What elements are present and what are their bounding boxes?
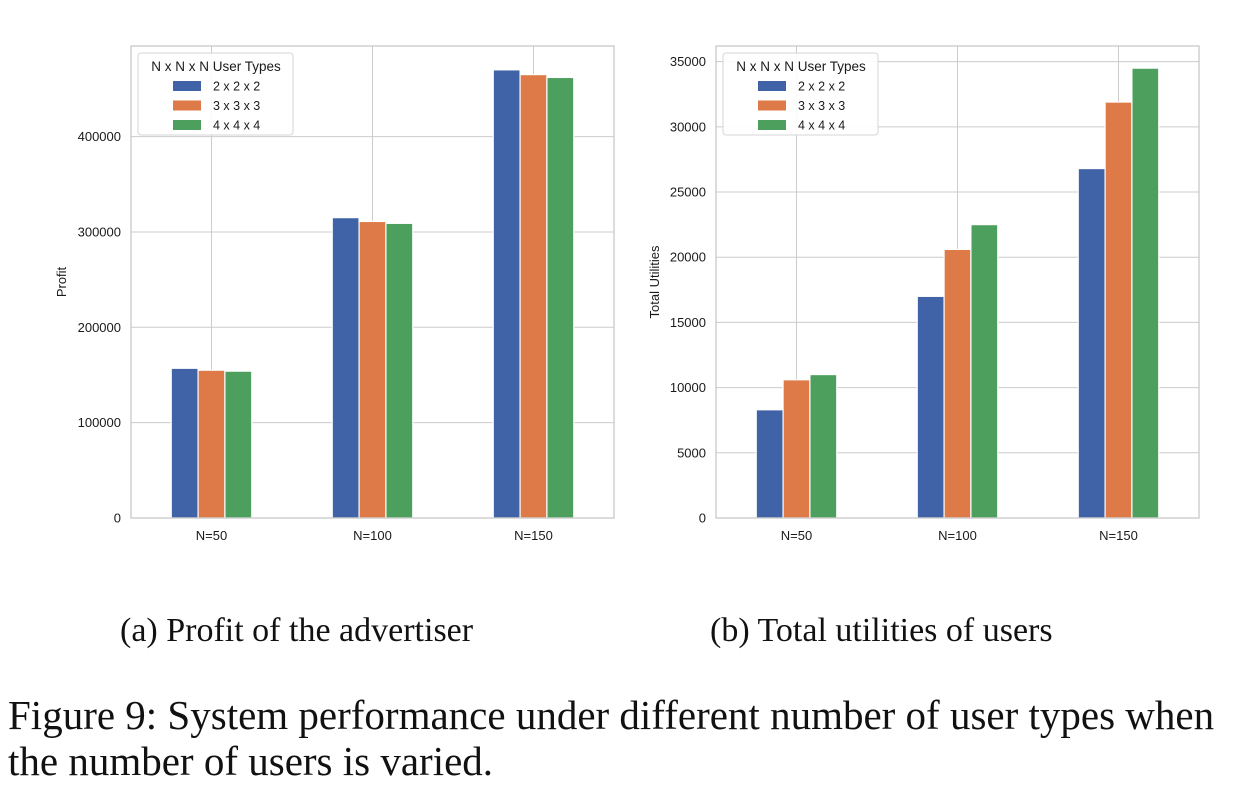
bar — [331, 217, 360, 519]
legend-label: 2 x 2 x 2 — [798, 80, 845, 94]
legend-swatch — [758, 100, 786, 111]
y-tick-label: 5000 — [677, 445, 706, 460]
y-tick-label: 0 — [699, 511, 706, 526]
legend-swatch — [758, 120, 786, 130]
y-tick-label: 300000 — [78, 224, 121, 239]
bar — [1077, 167, 1106, 519]
plot-frame — [715, 45, 1200, 519]
y-tick-label: 35000 — [670, 54, 706, 69]
bar — [519, 74, 548, 519]
y-tick-label: 20000 — [670, 250, 706, 265]
bar — [809, 373, 838, 519]
y-tick-label: 25000 — [670, 185, 706, 200]
plot-frame — [130, 45, 615, 519]
figure-caption: Figure 9: System performance under diffe… — [8, 692, 1215, 784]
x-tick-label: N=50 — [781, 528, 812, 543]
x-tick-label: N=100 — [938, 528, 977, 543]
y-tick-label: 100000 — [78, 415, 121, 430]
legend-title: N x N x N User Types — [151, 59, 281, 74]
legend-box — [722, 52, 879, 136]
legend-swatch — [173, 100, 201, 111]
y-tick-label: 30000 — [670, 119, 706, 134]
bar — [385, 222, 414, 519]
x-tick-label: N=50 — [196, 528, 227, 543]
chart-total-utilities: 0 5000 10000 15000 20000 25000 30000 35000 N=50 N… — [647, 45, 1200, 543]
y-tick-label: 10000 — [670, 380, 706, 395]
bar — [916, 295, 945, 519]
legend-title: N x N x N User Types — [736, 59, 866, 74]
y-tick-label: 400000 — [78, 129, 121, 144]
legend-swatch — [173, 120, 201, 130]
bar — [197, 369, 226, 519]
bar — [782, 379, 811, 519]
bar — [943, 248, 972, 519]
bar — [170, 367, 199, 519]
x-tick-label: N=100 — [353, 528, 392, 543]
legend-label: 3 x 3 x 3 — [798, 99, 845, 113]
legend-label: 4 x 4 x 4 — [798, 119, 845, 133]
y-axis-label: Total Utilities — [647, 245, 662, 318]
legend-label: 2 x 2 x 2 — [213, 80, 260, 94]
legend-label: 3 x 3 x 3 — [213, 99, 260, 113]
bar — [492, 69, 521, 519]
bar — [224, 370, 253, 519]
bar — [546, 76, 575, 519]
legend-label: 4 x 4 x 4 — [213, 119, 260, 133]
legend: N x N x N User Types 2 x 2 x 2 3 x 3 x 3 4 … — [137, 52, 294, 136]
y-axis-label: Profit — [54, 266, 69, 297]
x-tick-label: N=150 — [1099, 528, 1138, 543]
legend-swatch — [173, 81, 201, 91]
bar — [1131, 67, 1160, 519]
legend-swatch — [758, 81, 786, 91]
y-tick-label: 0 — [114, 511, 121, 526]
bar — [755, 409, 784, 519]
bar — [970, 224, 999, 519]
y-tick-label: 15000 — [670, 315, 706, 330]
chart-profit: 0 100000 200000 300000 400000 N=50 N=100 N=150 P… — [54, 45, 615, 543]
subcaption-a: (a) Profit of the advertiser — [120, 612, 474, 649]
subcaption-b: (b) Total utilities of users — [710, 612, 1053, 649]
x-tick-label: N=150 — [514, 528, 553, 543]
bar — [1104, 101, 1133, 519]
legend-box — [137, 52, 294, 136]
bar — [358, 220, 387, 519]
legend: N x N x N User Types 2 x 2 x 2 3 x 3 x 3 4 … — [722, 52, 879, 136]
y-tick-label: 200000 — [78, 320, 121, 335]
